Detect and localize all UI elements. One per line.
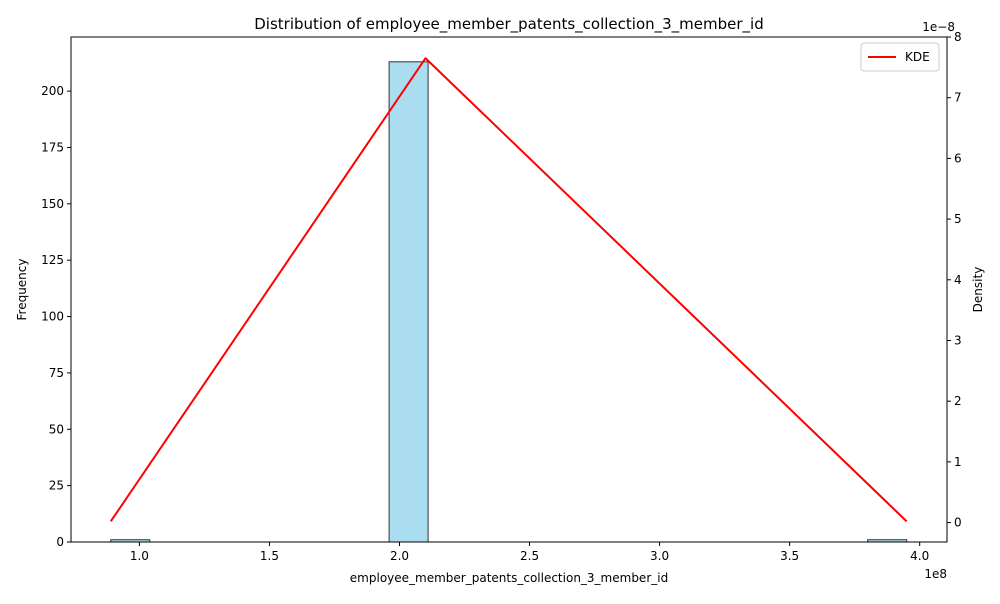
- x-tick-label-2: 2.0: [390, 549, 409, 563]
- y2-tick-label-3: 3: [954, 333, 962, 347]
- chart-title: Distribution of employee_member_patents_…: [254, 15, 764, 34]
- y-tick-label-7: 175: [41, 140, 64, 154]
- y-tick-label-2: 50: [49, 422, 64, 436]
- kde-line: [111, 58, 907, 521]
- plot-frame: [71, 37, 947, 542]
- y-axis-title: Frequency: [15, 259, 29, 321]
- x-tick-label-3: 2.5: [520, 549, 539, 563]
- y2-tick-label-6: 6: [954, 151, 962, 165]
- y-axis-ticks: 0 25 50 75 100 125 150 175 200: [41, 84, 71, 549]
- y2-tick-label-2: 2: [954, 394, 962, 408]
- y2-tick-label-4: 4: [954, 273, 962, 287]
- y2-axis-ticks: 0 1 2 3 4 5 6 7 8: [947, 30, 962, 530]
- x-axis-ticks: 1.0 1.5 2.0 2.5 3.0 3.5 4.0: [130, 542, 929, 563]
- histogram-bars: [111, 62, 907, 542]
- x-tick-label-0: 1.0: [130, 549, 149, 563]
- y-tick-label-8: 200: [41, 84, 64, 98]
- x-axis-offset-label: 1e8: [924, 567, 947, 581]
- y2-axis-offset-label: 1e−8: [922, 20, 955, 34]
- histogram-bar-1: [389, 62, 428, 542]
- y2-tick-label-5: 5: [954, 212, 962, 226]
- y-tick-label-4: 100: [41, 310, 64, 324]
- y-tick-label-0: 0: [56, 535, 64, 549]
- y-tick-label-5: 125: [41, 253, 64, 267]
- y2-tick-label-8: 8: [954, 30, 962, 44]
- y2-tick-label-1: 1: [954, 455, 962, 469]
- kde-layer: [111, 58, 907, 521]
- y2-tick-label-0: 0: [954, 516, 962, 530]
- legend: KDE: [861, 43, 939, 71]
- x-tick-label-1: 1.5: [260, 549, 279, 563]
- y2-axis-title: Density: [971, 267, 985, 313]
- x-tick-label-4: 3.0: [650, 549, 669, 563]
- x-axis-title: employee_member_patents_collection_3_mem…: [350, 571, 668, 585]
- y-tick-label-3: 75: [49, 366, 64, 380]
- y-tick-label-1: 25: [49, 479, 64, 493]
- x-tick-label-6: 4.0: [910, 549, 929, 563]
- legend-kde-label: KDE: [905, 50, 930, 64]
- y-tick-label-6: 150: [41, 197, 64, 211]
- x-tick-label-5: 3.5: [780, 549, 799, 563]
- y2-tick-label-7: 7: [954, 91, 962, 105]
